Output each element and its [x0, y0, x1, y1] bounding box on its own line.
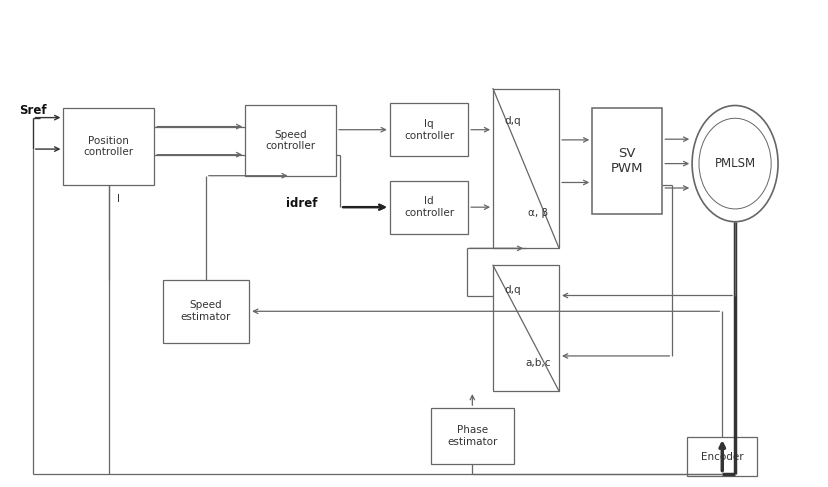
Text: Phase
estimator: Phase estimator — [446, 425, 497, 447]
FancyBboxPatch shape — [389, 103, 468, 156]
Text: Encoder: Encoder — [700, 451, 743, 462]
Text: I: I — [117, 194, 120, 204]
FancyBboxPatch shape — [431, 408, 513, 464]
FancyBboxPatch shape — [162, 280, 249, 343]
FancyBboxPatch shape — [389, 181, 468, 234]
Text: Speed
estimator: Speed estimator — [181, 300, 231, 322]
FancyBboxPatch shape — [245, 106, 335, 176]
Ellipse shape — [691, 106, 777, 222]
Text: Speed
controller: Speed controller — [265, 130, 315, 151]
Text: d,q: d,q — [504, 285, 521, 296]
Text: a,b,c: a,b,c — [525, 358, 550, 369]
Text: Iq
controller: Iq controller — [403, 119, 454, 141]
Text: d,q: d,q — [504, 115, 521, 126]
FancyBboxPatch shape — [591, 108, 662, 214]
Text: idref: idref — [286, 197, 318, 210]
Text: Position
controller: Position controller — [84, 136, 133, 157]
Text: SV
PWM: SV PWM — [610, 147, 643, 175]
Text: Id
controller: Id controller — [403, 196, 454, 218]
FancyBboxPatch shape — [493, 89, 558, 248]
FancyBboxPatch shape — [493, 265, 558, 391]
Text: PMLSM: PMLSM — [714, 157, 755, 170]
Text: Sref: Sref — [20, 104, 47, 117]
FancyBboxPatch shape — [686, 437, 757, 476]
FancyBboxPatch shape — [63, 108, 154, 186]
Text: α, β: α, β — [527, 208, 547, 218]
